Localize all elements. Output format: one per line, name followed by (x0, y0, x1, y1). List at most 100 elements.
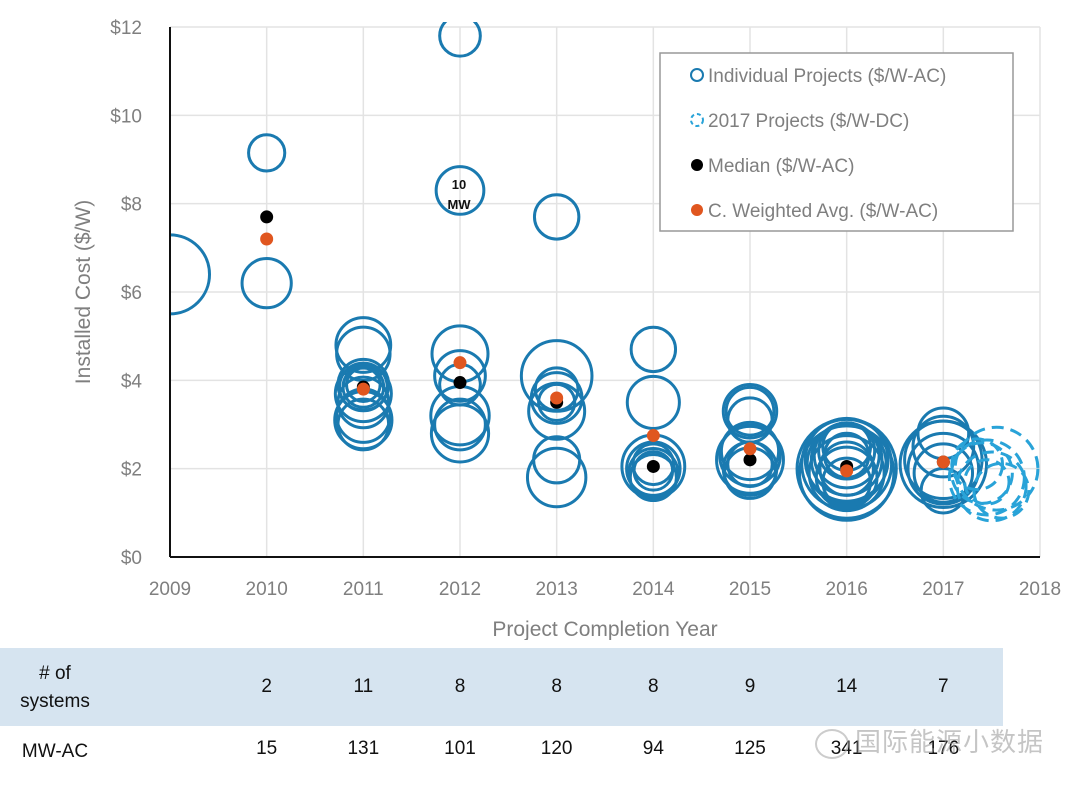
weighted-avg-point (840, 464, 854, 478)
table-cell: 2 (261, 676, 272, 697)
dc-bubbles-layer (947, 425, 1040, 523)
individual-project-bubble (814, 445, 879, 510)
individual-project-bubble (240, 257, 293, 310)
individual-project-bubble (336, 397, 391, 452)
individual-project-bubble (822, 431, 871, 480)
individual-project-bubble (334, 316, 393, 374)
individual-project-bubble (333, 364, 393, 424)
wechat-icon (815, 729, 849, 760)
y-tick-label: $6 (121, 283, 142, 304)
x-tick-label: 2011 (343, 579, 384, 600)
individual-project-bubble (627, 446, 680, 500)
individual-project-bubble (345, 366, 382, 404)
table-cell: 94 (642, 738, 664, 759)
legend-marker-median (691, 159, 703, 171)
weighted-avg-point (453, 356, 467, 370)
individual-project-bubble (911, 414, 976, 479)
individual-project-bubble (247, 133, 287, 173)
weighted-avg-point (936, 455, 950, 469)
y-tick-label: $12 (110, 18, 142, 39)
individual-project-bubble (807, 434, 886, 513)
legend-marker-individual (690, 68, 704, 82)
legend-label-weighted: C. Weighted Avg. ($/W-AC) (708, 201, 938, 222)
x-tick-label: 2012 (439, 579, 481, 600)
table-cell: 101 (444, 738, 476, 759)
individual-project-bubble (438, 22, 482, 58)
individual-project-bubble (429, 403, 491, 464)
row-label-line1: MW-AC (21, 741, 89, 762)
median-point (453, 376, 467, 390)
table-cell: 15 (256, 738, 278, 759)
table-cell: 8 (551, 676, 562, 697)
individual-project-bubble (726, 440, 774, 488)
individual-project-bubble (533, 366, 580, 412)
individual-project-bubble (525, 446, 588, 509)
table-cell: 9 (744, 676, 756, 697)
tick-labels: $0 $2 $4 $6 $8 $10 $12 2009 2010 2011 2012 2013 2014… (110, 18, 1061, 600)
weighted-avg-point (260, 232, 274, 246)
table-cell: 7 (938, 676, 949, 697)
table-cell: 8 (454, 676, 466, 697)
legend: Individual Projects ($/W-AC) 2017 Projec… (659, 52, 1014, 232)
individual-project-bubble (721, 383, 779, 440)
legend-marker-dc (690, 113, 704, 127)
individual-project-bubble (337, 361, 389, 413)
table-cell: 8 (648, 676, 659, 697)
systems-row-band (0, 648, 1003, 726)
legend-label-median: Median ($/W-AC) (708, 156, 854, 177)
individual-project-bubble (537, 382, 577, 423)
individual-project-bubble (628, 452, 678, 503)
individual-project-bubble (625, 374, 681, 430)
legend-label-dc: 2017 Projects ($/W-DC) (708, 111, 909, 132)
y-axis-title: Installed Cost ($/W) (72, 200, 95, 384)
y-tick-label: $2 (121, 460, 142, 481)
individual-project-bubble (532, 193, 581, 241)
table-cell: 14 (836, 676, 858, 697)
x-tick-label: 2016 (826, 579, 868, 600)
x-axis-title: Project Completion Year (492, 618, 717, 640)
individual-project-bubble (434, 165, 486, 216)
individual-project-bubble (336, 375, 391, 430)
watermark: 国际能源小数据 (815, 722, 1045, 760)
dc-project-bubble (963, 458, 1011, 506)
x-tick-label: 2015 (729, 579, 771, 600)
dc-project-bubble (953, 425, 1040, 512)
x-tick-label: 2018 (1019, 579, 1061, 600)
weighted-avg-point (550, 391, 564, 405)
individual-project-bubble (724, 385, 776, 437)
individual-project-bubble (818, 440, 875, 497)
y-tick-label: $0 (121, 548, 142, 569)
individual-project-bubble (529, 371, 584, 425)
x-tick-label: 2013 (536, 579, 578, 600)
annotation-line1: 10 (452, 177, 466, 192)
table-cell: 176 (927, 738, 960, 759)
median-point (646, 459, 660, 473)
y-tick-label: $4 (121, 371, 143, 392)
weighted-avg-point (646, 429, 660, 443)
y-tick-label: $10 (110, 106, 142, 127)
weighted-avg-point (743, 442, 757, 456)
median-point (260, 210, 274, 224)
annotation-10mw: 10 MW (447, 177, 471, 212)
row-label-systems: # of systems (10, 660, 100, 716)
x-tick-label: 2017 (922, 579, 964, 600)
x-tick-label: 2009 (149, 579, 191, 600)
summary-points-layer (260, 210, 950, 478)
table-cell: 131 (347, 738, 380, 759)
axes (169, 27, 1040, 558)
individual-project-bubble (631, 442, 676, 487)
watermark-text: 国际能源小数据 (855, 727, 1045, 757)
table-cell: 11 (353, 676, 374, 697)
individual-project-bubble (803, 416, 890, 503)
individual-project-bubble (433, 349, 487, 403)
legend-marker-weighted (691, 204, 703, 216)
legend-box (659, 52, 1014, 232)
individual-project-bubble (906, 431, 981, 506)
individual-project-bubble (821, 456, 873, 508)
row-label-line2: systems (20, 691, 90, 712)
individual-project-bubble (912, 442, 975, 504)
row-label-mwac: MW-AC (10, 738, 100, 766)
weighted-avg-point (356, 382, 370, 396)
x-tick-label: 2010 (246, 579, 288, 600)
table-cell: 120 (540, 738, 573, 759)
